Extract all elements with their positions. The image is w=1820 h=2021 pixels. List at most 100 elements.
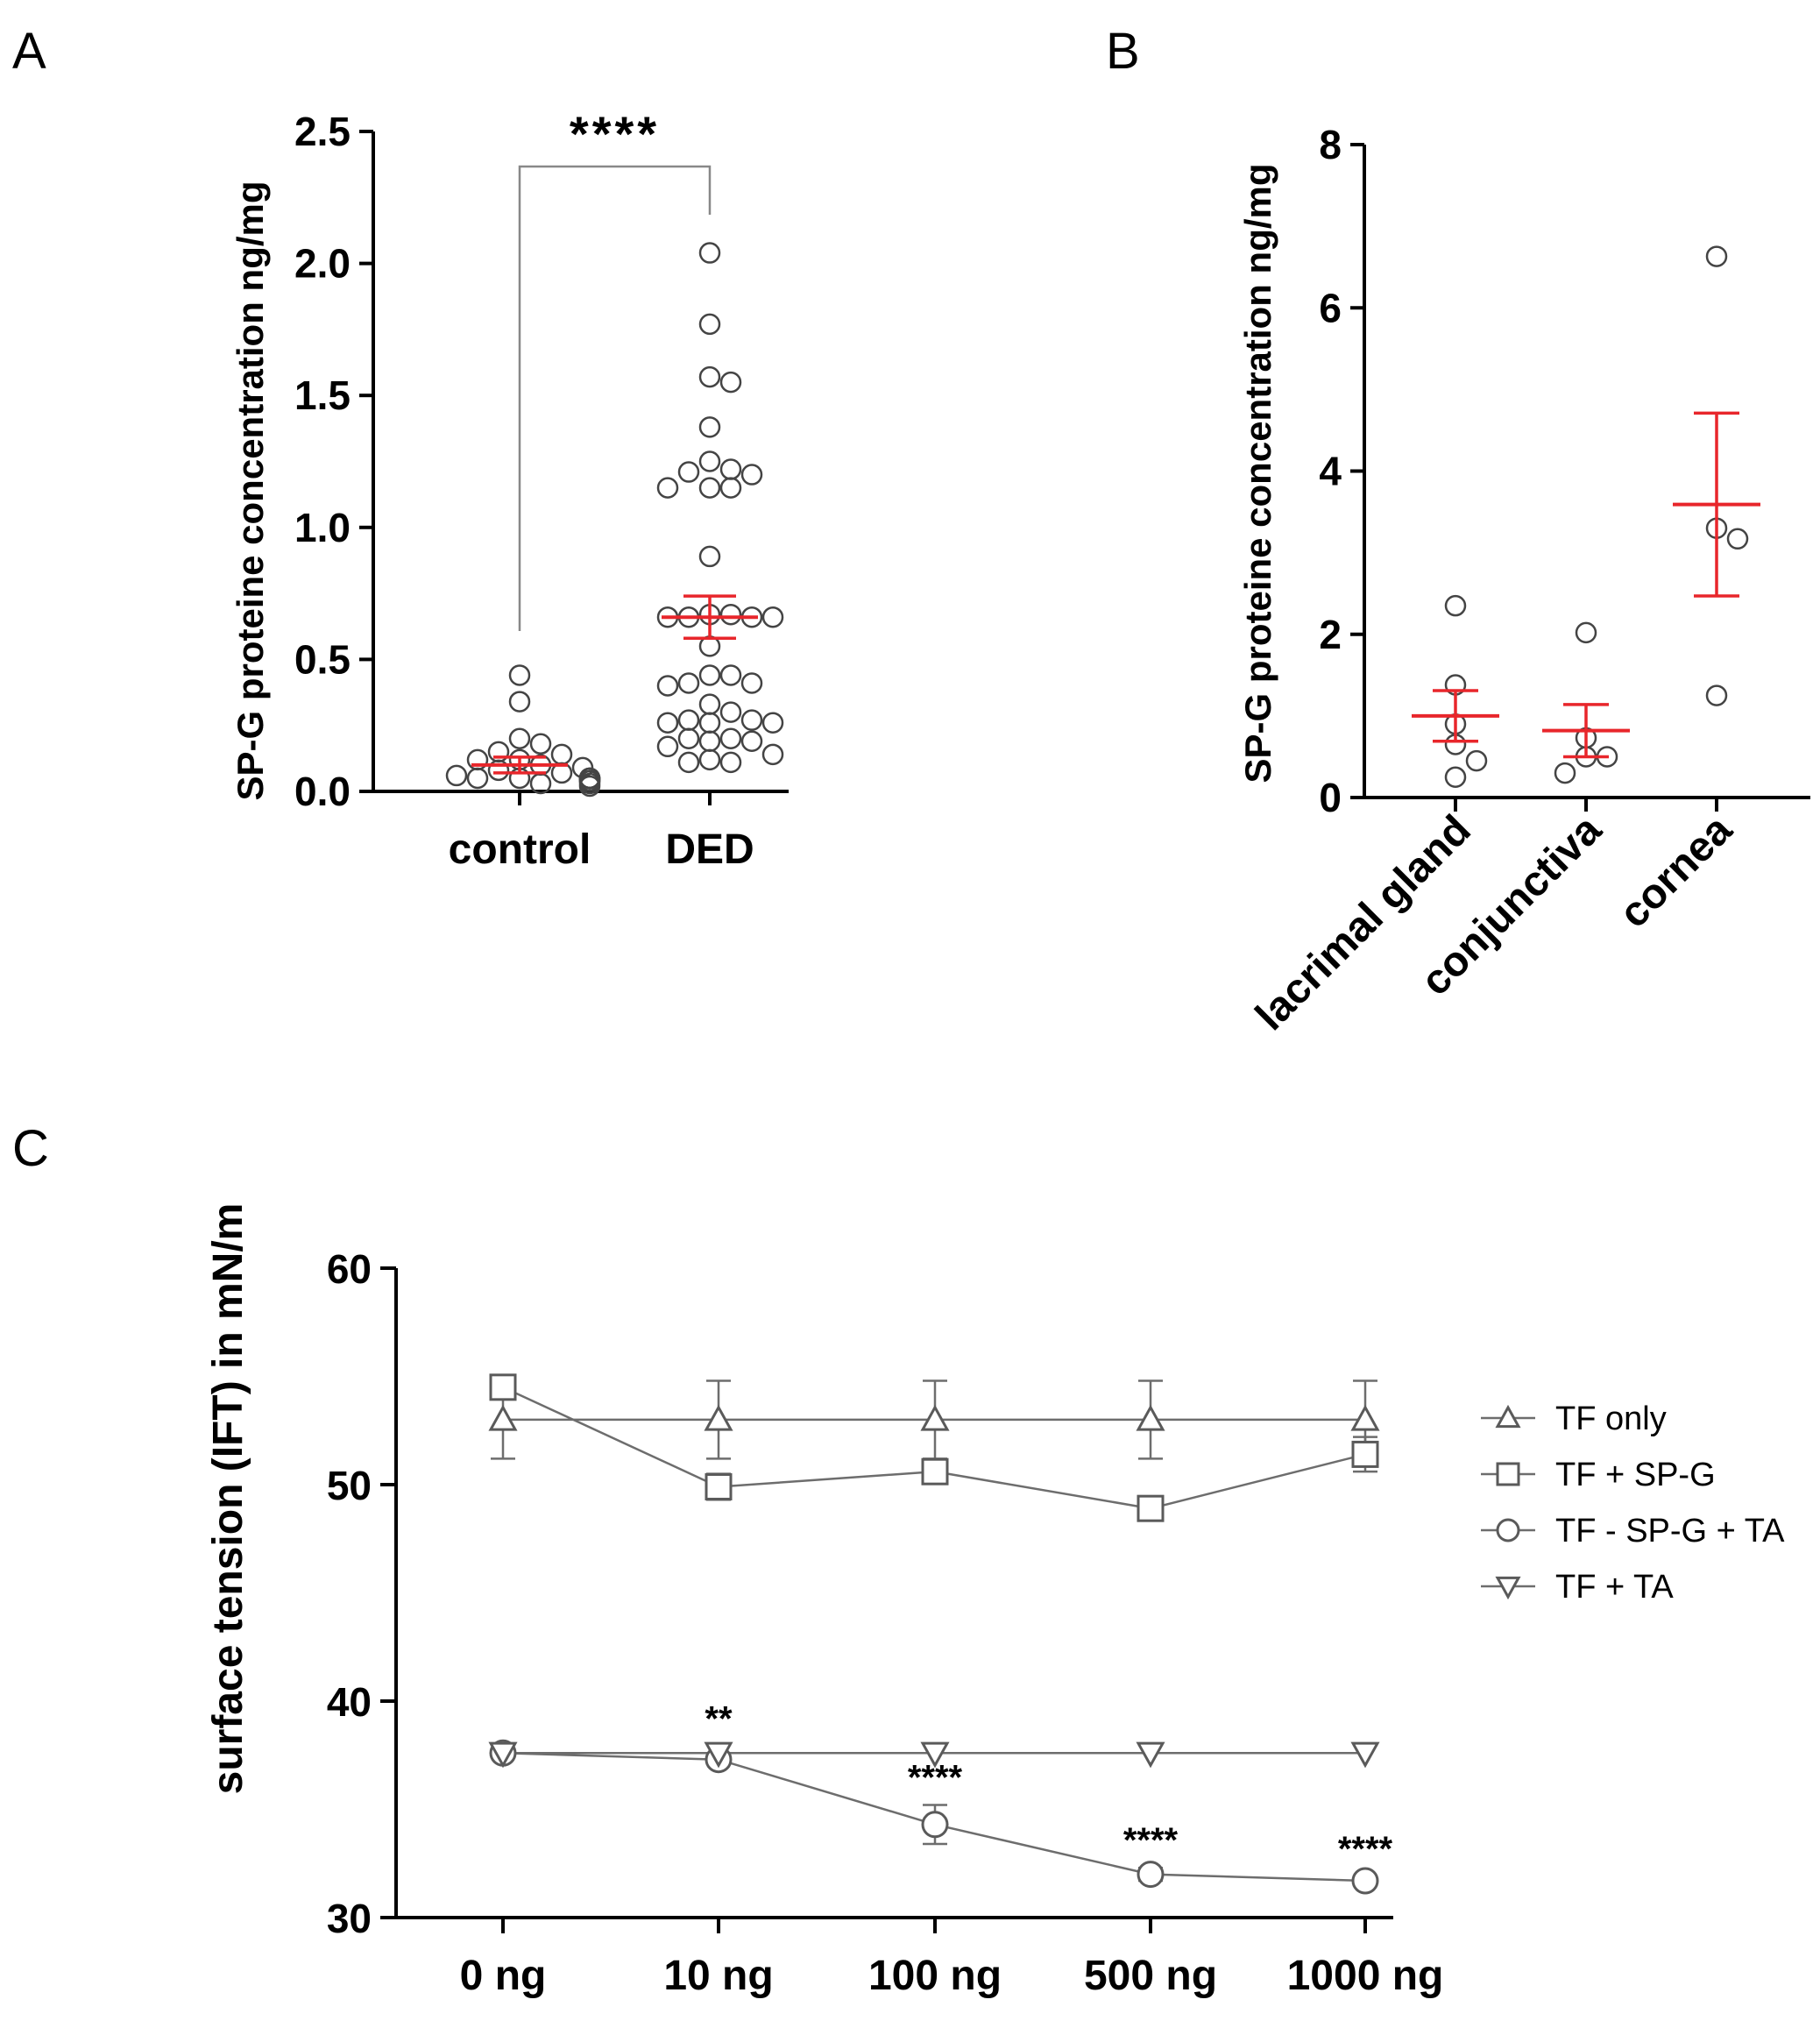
panel-c-y-tick-label: 50 bbox=[327, 1463, 372, 1508]
panel-a-data-point bbox=[719, 727, 742, 750]
panel-c-data-marker bbox=[920, 1741, 950, 1769]
panel-c-data-marker bbox=[489, 1373, 517, 1401]
panel-a-y-tick-label: 1.0 bbox=[294, 505, 351, 550]
panel-c-legend-label: TF + SP-G bbox=[1555, 1457, 1716, 1493]
panel-c-x-tick-label: 500 ng bbox=[1084, 1953, 1217, 1999]
panel-a-data-point bbox=[698, 416, 721, 438]
panel-c-data-marker bbox=[1136, 1404, 1165, 1431]
panel-a-y-tick-label: 2.0 bbox=[294, 241, 351, 287]
panel-c-data-marker bbox=[1137, 1861, 1165, 1889]
panel-b-data-point bbox=[1444, 594, 1467, 617]
panel-c-data-marker bbox=[705, 1472, 733, 1500]
panel-c-y-tick-label: 60 bbox=[327, 1246, 372, 1292]
panel-a-y-axis-title: SP-G proteine concentration ng/mg bbox=[230, 181, 271, 800]
panel-b-y-tick-label: 6 bbox=[1319, 285, 1342, 330]
panel-b-data-point bbox=[1726, 528, 1749, 550]
panel-c-data-marker bbox=[488, 1741, 518, 1769]
panel-b-data-point bbox=[1705, 245, 1728, 267]
panel-a-chart: SP-G proteine concentration ng/mg 0.0 0.5… bbox=[230, 106, 789, 873]
panel-b-data-point bbox=[1444, 766, 1467, 788]
panel-c-legend-marker bbox=[1496, 1518, 1520, 1542]
panel-a-data-point bbox=[698, 450, 721, 472]
panel-c-data-marker bbox=[704, 1741, 733, 1769]
panel-a-data-point bbox=[677, 727, 700, 750]
panel-a-data-point bbox=[719, 664, 742, 686]
panel-c-x-tick-label: 100 ng bbox=[868, 1953, 1002, 1999]
panel-a-y-tick-label: 1.5 bbox=[294, 372, 351, 418]
panel-a-data-point bbox=[677, 709, 700, 731]
panel-c-data-marker bbox=[920, 1404, 950, 1431]
panel-a-letter: A bbox=[12, 23, 46, 80]
panel-c-x-tick-label: 0 ng bbox=[460, 1953, 547, 1999]
panel-a-data-point bbox=[698, 477, 721, 499]
panel-a-data-point bbox=[656, 735, 679, 758]
panel-b-x-tick-label: cornea bbox=[1611, 806, 1741, 937]
panel-c-data-marker bbox=[921, 1457, 949, 1486]
panel-b-chart: SP-G proteine concentration ng/mg 02468l… bbox=[1237, 122, 1810, 1039]
panel-a-data-point bbox=[656, 675, 679, 697]
panel-a-data-point bbox=[698, 712, 721, 734]
panel-a-data-point bbox=[466, 767, 489, 790]
panel-a-data-point bbox=[508, 664, 531, 686]
panel-c-legend-label: TF - SP-G + TA bbox=[1555, 1513, 1785, 1549]
panel-a-significance-bracket bbox=[518, 165, 712, 631]
panel-a-y-tick-label: 0.0 bbox=[294, 769, 351, 814]
panel-a-data-point bbox=[698, 693, 721, 715]
panel-a-data-point bbox=[677, 751, 700, 774]
panel-a-x-tick-label: control bbox=[449, 826, 591, 873]
panel-a-data-point bbox=[677, 461, 700, 483]
panel-a-data-point bbox=[698, 730, 721, 753]
panel-b-letter: B bbox=[1106, 23, 1140, 80]
panel-b-y-tick-label: 0 bbox=[1319, 775, 1342, 820]
panel-a-data-point bbox=[529, 733, 552, 755]
panel-a-data-point bbox=[698, 545, 721, 568]
panel-a-data-point bbox=[719, 701, 742, 723]
panel-c-data-marker bbox=[1351, 1440, 1379, 1468]
panel-c-legend-label: TF + TA bbox=[1555, 1569, 1674, 1606]
panel-a-data-point bbox=[508, 691, 531, 713]
panel-a-data-point bbox=[719, 603, 742, 626]
panel-b-y-axis-title: SP-G proteine concentration ng/mg bbox=[1237, 163, 1278, 783]
panel-c-letter: C bbox=[12, 1120, 49, 1177]
panel-a-x-tick-label: DED bbox=[665, 826, 754, 873]
panel-c-data-marker bbox=[1351, 1867, 1379, 1895]
panel-a-data-point bbox=[698, 748, 721, 771]
panel-a-data-point bbox=[761, 743, 784, 766]
panel-c-legend-marker bbox=[1496, 1462, 1520, 1486]
panel-b-data-point bbox=[1465, 749, 1488, 772]
panel-a-data-point bbox=[487, 759, 510, 782]
panel-a-data-point bbox=[719, 371, 742, 394]
panel-c-significance-label: **** bbox=[1338, 1830, 1393, 1869]
panel-b-y-tick-label: 8 bbox=[1319, 122, 1342, 167]
panel-b-data-point bbox=[1575, 621, 1597, 644]
panel-a-data-point bbox=[508, 727, 531, 750]
panel-a-data-point bbox=[698, 242, 721, 264]
panel-a-data-point bbox=[719, 458, 742, 480]
panel-c-y-tick-label: 40 bbox=[327, 1679, 372, 1725]
panel-b-y-tick-label: 4 bbox=[1319, 449, 1342, 494]
panel-a-data-point bbox=[698, 313, 721, 336]
panel-a-data-point bbox=[578, 775, 601, 798]
panel-c-y-tick-label: 30 bbox=[327, 1896, 372, 1941]
panel-a-data-point bbox=[740, 709, 763, 731]
panel-a-data-point bbox=[740, 464, 763, 486]
panel-c-significance-label: ** bbox=[705, 1699, 733, 1738]
panel-c-legend-label: TF only bbox=[1555, 1401, 1667, 1437]
panel-c-significance-label: **** bbox=[1123, 1821, 1179, 1860]
panel-a-data-point bbox=[761, 606, 784, 628]
panel-c-chart: surface tension (IFT) in mN/m 30 40 50 60 0 … bbox=[205, 1203, 1785, 1999]
panel-a-data-point bbox=[698, 664, 721, 686]
panel-c-data-marker bbox=[488, 1404, 518, 1431]
panel-a-y-tick-label: 0.5 bbox=[294, 636, 351, 682]
panel-a-data-point bbox=[656, 477, 679, 499]
panel-a-data-point bbox=[719, 477, 742, 499]
panel-a-data-point bbox=[719, 751, 742, 774]
panel-c-data-marker bbox=[1136, 1741, 1165, 1769]
panel-a-data-point bbox=[656, 712, 679, 734]
panel-a-y-tick-label: 2.5 bbox=[294, 109, 351, 154]
panel-a-data-point bbox=[740, 672, 763, 694]
panel-c-data-marker bbox=[921, 1811, 949, 1839]
panel-a-data-point bbox=[677, 672, 700, 694]
panel-b-data-point bbox=[1705, 684, 1728, 706]
